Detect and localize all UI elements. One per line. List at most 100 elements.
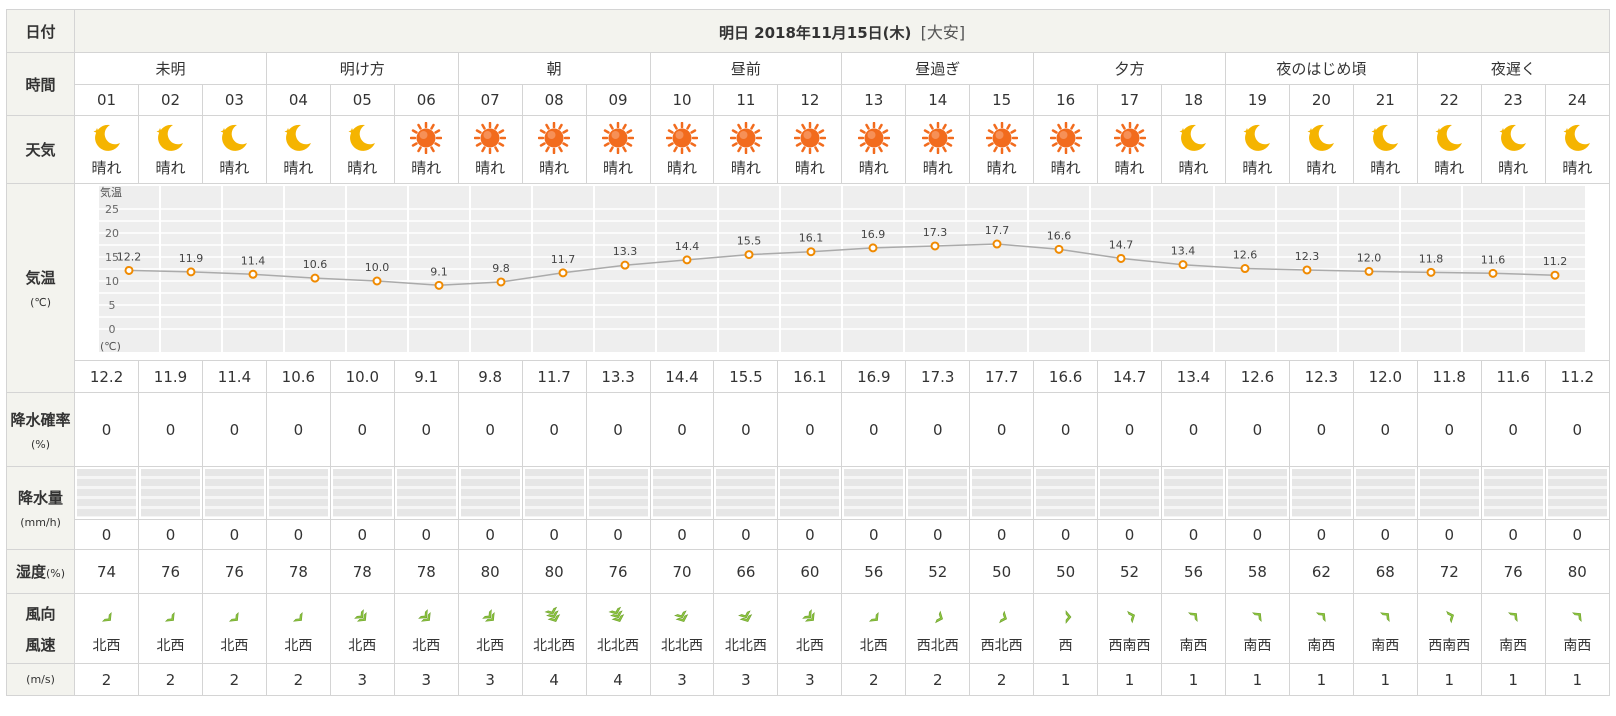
rain-amount-value: 0 xyxy=(1416,519,1482,550)
wind-dir-text: 西南西 xyxy=(1428,637,1471,654)
wind-arrow-icon xyxy=(1290,603,1352,631)
rain-prob-unit: (%) xyxy=(31,437,51,451)
wind-dir-text: 北西 xyxy=(284,637,313,654)
temp-value: 14.7 xyxy=(1097,360,1163,393)
wind-cell: 北西 xyxy=(777,593,843,664)
weather-text: 晴れ xyxy=(539,159,570,177)
wind-dir-label: 風向 xyxy=(25,604,56,623)
rain-bar xyxy=(77,469,137,517)
temp-unit: (℃) xyxy=(30,296,51,309)
sun-icon xyxy=(395,121,457,155)
temp-value: 14.4 xyxy=(649,360,715,393)
rain-amount-value: 0 xyxy=(585,519,651,550)
weather-text: 晴れ xyxy=(1178,159,1209,177)
sun-icon xyxy=(459,121,521,155)
hour-cell: 18 xyxy=(1161,84,1226,116)
wind-cell: 南西 xyxy=(1480,593,1546,664)
chart-ytick: 10 xyxy=(105,275,119,288)
wind-dir-text: 南西 xyxy=(1179,637,1208,654)
weather-cell: 晴れ xyxy=(777,115,843,184)
hour-cell: 22 xyxy=(1416,84,1482,116)
wind-speed-value: 1 xyxy=(1288,663,1354,696)
wind-arrow-icon xyxy=(523,603,585,631)
wind-speed-value: 1 xyxy=(1161,663,1226,696)
temperature-point xyxy=(1116,253,1126,263)
humidity-value: 76 xyxy=(1480,549,1546,594)
rain-bar-cell xyxy=(969,466,1035,520)
temperature-point xyxy=(1240,264,1250,274)
rain-amount-value: 0 xyxy=(649,519,715,550)
temp-value: 12.6 xyxy=(1224,360,1290,393)
temperature-point xyxy=(682,255,692,265)
weather-text: 晴れ xyxy=(1050,159,1081,177)
temp-label: 気温 (℃) xyxy=(5,183,76,393)
wind-dir-text: 北西 xyxy=(795,637,824,654)
temperature-point-label: 10.0 xyxy=(365,261,390,274)
temp-value: 17.7 xyxy=(969,360,1035,393)
rain-amount-label: 降水量 (mm/h) xyxy=(5,466,76,550)
hour-cell: 17 xyxy=(1097,84,1163,116)
rain-prob-value: 0 xyxy=(1288,392,1354,467)
weather-text: 晴れ xyxy=(1370,159,1401,177)
temp-value: 16.9 xyxy=(841,360,907,393)
hour-cell: 20 xyxy=(1288,84,1354,116)
wind-cell: 北西 xyxy=(457,593,523,664)
humidity-value: 80 xyxy=(457,549,523,594)
wind-speed-value: 1 xyxy=(1033,663,1099,696)
temperature-point xyxy=(620,260,630,270)
rain-amount-value: 0 xyxy=(713,519,779,550)
rain-amount-value: 0 xyxy=(1352,519,1418,550)
rain-bar-cell xyxy=(265,466,331,520)
wind-arrow-icon xyxy=(203,603,265,631)
period-label: 明け方 xyxy=(265,52,459,85)
humidity-value: 52 xyxy=(1097,549,1163,594)
weather-cell: 晴れ xyxy=(329,115,395,184)
rain-bar xyxy=(396,469,456,517)
hour-cell: 05 xyxy=(329,84,395,116)
humidity-value: 62 xyxy=(1288,549,1354,594)
weather-cell: 晴れ xyxy=(585,115,651,184)
rain-bar xyxy=(268,469,328,517)
weather-cell: 晴れ xyxy=(74,115,140,184)
rain-bar-cell xyxy=(713,466,779,520)
weather-cell: 晴れ xyxy=(138,115,203,184)
temp-label-text: 気温 xyxy=(25,269,56,287)
rain-bar xyxy=(1419,469,1479,517)
moon-icon xyxy=(1226,121,1288,155)
wind-dir-text: 北北西 xyxy=(660,637,703,654)
weather-table: 日付 明日 2018年11月15日(木) [大安] 時間 未明 明け方朝昼前 昼過ぎ… xyxy=(5,9,1611,696)
rokuyo-label: [大安] xyxy=(920,23,966,42)
temperature-point xyxy=(1488,268,1498,278)
chart-ylabel: 気温 xyxy=(100,185,122,199)
wind-speed-value: 3 xyxy=(649,663,715,696)
wind-speed-value: 2 xyxy=(905,663,971,696)
wind-unit-label: (m/s) xyxy=(5,663,76,696)
temp-value: 10.6 xyxy=(265,360,331,393)
hour-cell: 08 xyxy=(521,84,587,116)
rain-bar xyxy=(332,469,392,517)
chart-ytick: 20 xyxy=(105,227,119,240)
rain-amount-value: 0 xyxy=(905,519,971,550)
temp-value: 12.0 xyxy=(1352,360,1418,393)
rain-bar-cell xyxy=(1033,466,1099,520)
humidity-value: 56 xyxy=(1161,549,1226,594)
temperature-point xyxy=(1550,270,1560,280)
weather-cell: 晴れ xyxy=(1097,115,1163,184)
weather-text: 晴れ xyxy=(155,159,186,177)
rain-prob-value: 0 xyxy=(521,392,587,467)
rain-prob-value: 0 xyxy=(1544,392,1611,467)
rain-bar-cell xyxy=(1097,466,1163,520)
temperature-point xyxy=(372,276,382,286)
humidity-value: 76 xyxy=(138,549,203,594)
temperature-point-label: 11.4 xyxy=(241,254,266,267)
rain-amount-value: 0 xyxy=(201,519,267,550)
wind-dir-text: 西 xyxy=(1058,637,1073,654)
rain-bar-cell xyxy=(777,466,843,520)
sun-icon xyxy=(907,121,969,155)
humidity-value: 78 xyxy=(393,549,459,594)
rain-amount-value: 0 xyxy=(521,519,587,550)
wind-speed-value: 3 xyxy=(329,663,395,696)
humidity-value: 78 xyxy=(265,549,331,594)
weather-text: 晴れ xyxy=(283,159,314,177)
temp-value: 12.3 xyxy=(1288,360,1354,393)
